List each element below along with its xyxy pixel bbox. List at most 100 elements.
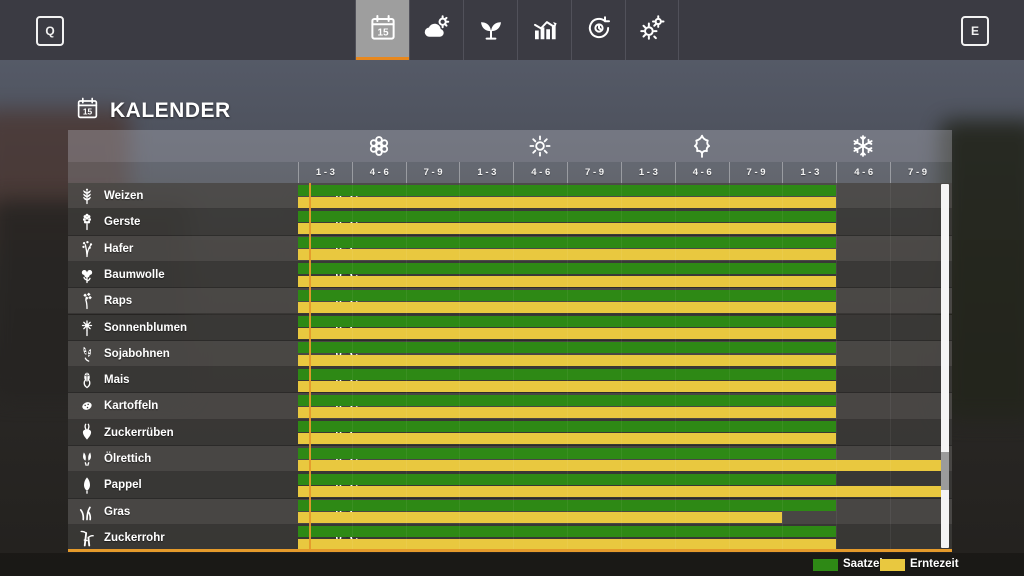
erntezeit-bar <box>298 433 837 445</box>
crop-name: Gerste <box>104 216 141 229</box>
scrollbar[interactable] <box>941 184 949 548</box>
saatzeit-bar <box>298 368 837 380</box>
cycle-icon <box>584 13 614 48</box>
sun-icon <box>526 132 554 160</box>
erntezeit-bar <box>298 407 837 419</box>
topbar: Q 15 E <box>0 0 1024 60</box>
erntezeit-bar <box>298 486 944 498</box>
column-guide <box>836 183 838 549</box>
crop-row[interactable]: Weizen0 °C <box>68 183 952 210</box>
poplar-icon <box>77 475 97 495</box>
svg-text:15: 15 <box>377 27 389 38</box>
crop-name: Mais <box>104 374 130 387</box>
tab-calendar[interactable]: 15 <box>355 0 409 60</box>
crop-name: Gras <box>104 505 131 518</box>
corn-icon <box>77 370 97 390</box>
column-guide <box>513 183 515 549</box>
crop-name: Baumwolle <box>104 268 165 281</box>
sugarbeet-icon <box>77 423 97 443</box>
tab-cycle[interactable] <box>571 0 625 60</box>
crop-row[interactable]: Zuckerrüben0 °C <box>68 419 952 446</box>
column-guide <box>782 183 784 549</box>
crop-row[interactable]: Zuckerrohr0 °C <box>68 524 952 552</box>
saatzeit-bar <box>298 289 837 301</box>
crop-name: Zuckerrohr <box>104 531 165 544</box>
saatzeit-swatch <box>813 559 838 571</box>
hotkey-e-label: E <box>970 24 979 38</box>
crop-rows: Weizen0 °CGerste0 °CHafer0 °CBaumwolle0 … <box>68 183 952 552</box>
crop-row[interactable]: Sojabohnen0 °C <box>68 340 952 368</box>
canola-icon <box>77 291 97 311</box>
erntezeit-swatch <box>880 559 905 571</box>
crop-name: Hafer <box>104 242 134 255</box>
crop-row[interactable]: Kartoffeln0 °C <box>68 393 952 420</box>
barley-icon <box>77 212 97 232</box>
period-tick: 4 - 6 <box>836 162 890 183</box>
crop-name: Sonnenblumen <box>104 321 188 334</box>
hotkey-e-button[interactable]: E <box>961 16 989 46</box>
erntezeit-bar <box>298 328 837 340</box>
erntezeit-bar <box>298 196 837 208</box>
page-title: KALENDER <box>110 99 231 122</box>
crop-row[interactable]: Hafer0 °C <box>68 235 952 262</box>
crop-row[interactable]: Gerste0 °C <box>68 209 952 236</box>
tab-settings[interactable] <box>625 0 679 60</box>
column-guide <box>567 183 569 549</box>
erntezeit-bar <box>298 301 837 313</box>
leaf-icon <box>688 132 716 160</box>
column-guide <box>459 183 461 549</box>
stats-icon <box>530 13 560 48</box>
tab-crops[interactable] <box>463 0 517 60</box>
weather-icon <box>422 13 452 48</box>
crop-name: Zuckerrüben <box>104 426 174 439</box>
period-tick: 1 - 3 <box>298 162 352 183</box>
period-tick: 1 - 3 <box>459 162 513 183</box>
hotkey-q-label: Q <box>45 24 55 38</box>
period-tick: 1 - 3 <box>620 162 675 183</box>
crop-row[interactable]: Mais0 °C <box>68 367 952 394</box>
period-tick: 7 - 9 <box>567 162 621 183</box>
period-tick: 4 - 6 <box>513 162 567 183</box>
blurred-trees <box>940 120 1024 420</box>
crop-row[interactable]: Ölrettich0 °C <box>68 446 952 473</box>
saatzeit-bar <box>298 210 837 222</box>
saatzeit-bar <box>298 184 837 196</box>
erntezeit-label: Erntezeit <box>910 558 959 570</box>
crop-row[interactable]: Baumwolle0 °C <box>68 261 952 289</box>
calendar-icon: 15 <box>75 96 100 126</box>
saatzeit-bar <box>298 342 837 354</box>
saatzeit-bar <box>298 526 837 538</box>
wheat-icon <box>77 186 97 206</box>
tab-weather[interactable] <box>409 0 463 60</box>
cotton-icon <box>77 265 97 285</box>
crop-row[interactable]: Sonnenblumen0 °C <box>68 314 952 341</box>
tab-statistics[interactable] <box>517 0 571 60</box>
grass-icon <box>77 502 97 522</box>
column-guide <box>728 183 730 549</box>
saatzeit-bar <box>298 421 837 433</box>
crop-row[interactable]: Raps0 °C <box>68 288 952 315</box>
period-tick: 4 - 6 <box>351 162 406 183</box>
gears-icon <box>637 13 667 48</box>
calendar-icon: 15 <box>368 13 398 48</box>
svg-text:15: 15 <box>83 107 93 117</box>
period-tick: 7 - 9 <box>405 162 460 183</box>
erntezeit-bar <box>298 538 837 550</box>
hotkey-q-button[interactable]: Q <box>36 16 64 46</box>
crop-row[interactable]: Pappel0 °C <box>68 472 952 499</box>
erntezeit-bar <box>298 223 837 235</box>
column-guide <box>620 183 622 549</box>
period-tick: 4 - 6 <box>674 162 729 183</box>
sugarcane-icon <box>77 528 97 548</box>
column-guide <box>890 183 892 549</box>
period-tick: 7 - 9 <box>890 162 944 183</box>
saatzeit-bar <box>298 237 837 249</box>
crop-name: Weizen <box>104 190 144 202</box>
saatzeit-bar <box>298 263 837 275</box>
crop-name: Pappel <box>104 479 142 492</box>
crop-row[interactable]: Gras0 °C <box>68 498 952 525</box>
erntezeit-bar <box>298 354 837 366</box>
current-day-marker <box>308 183 311 549</box>
